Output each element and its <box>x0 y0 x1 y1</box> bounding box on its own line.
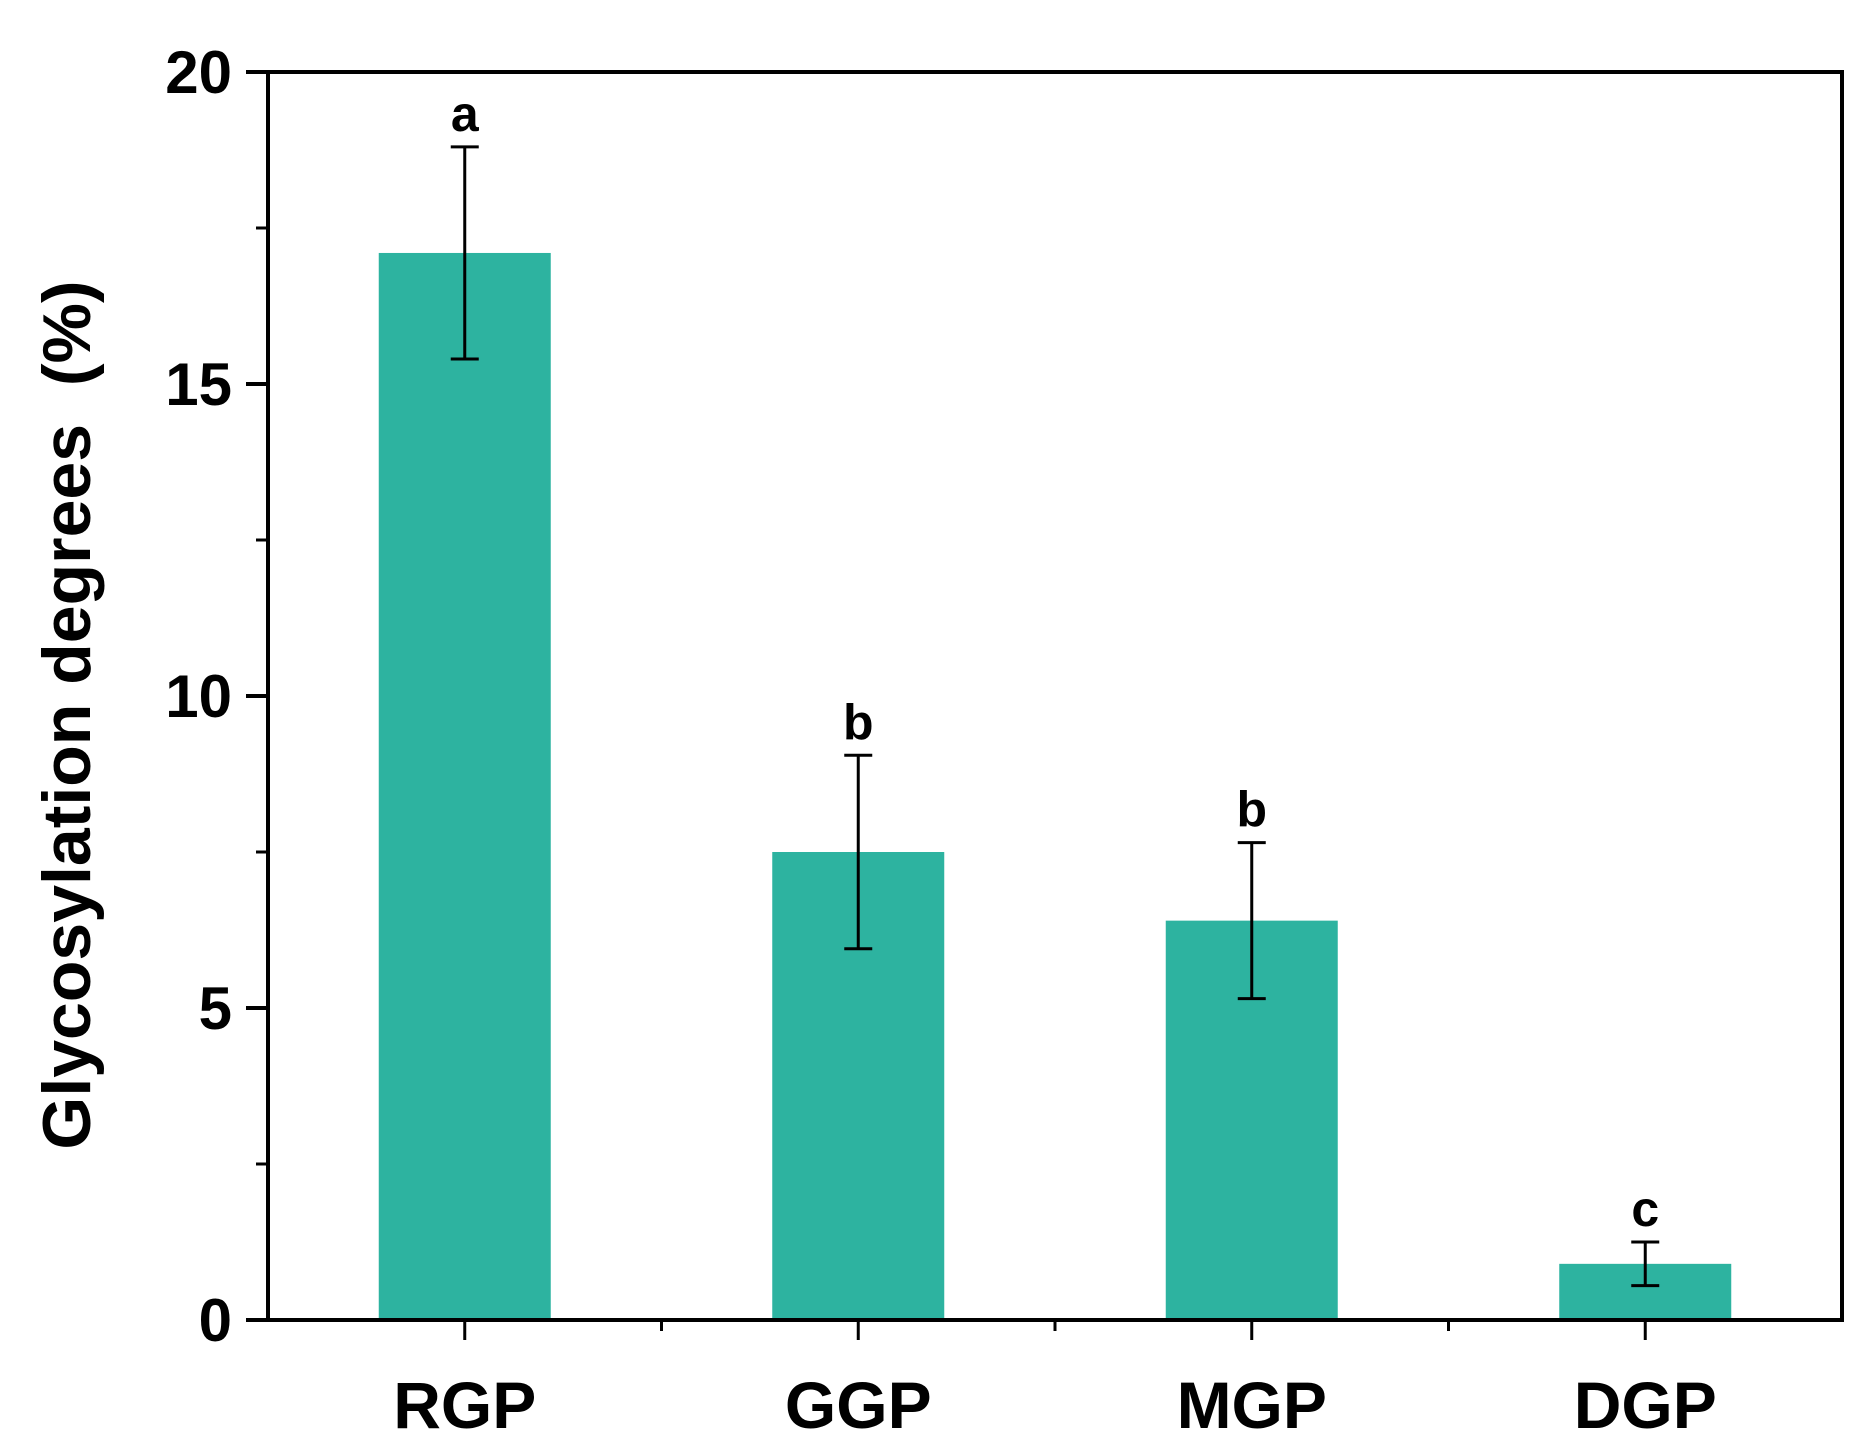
significance-label-dgp: c <box>1631 1181 1659 1237</box>
y-tick-label: 10 <box>165 663 232 730</box>
y-axis-label: Glycosylation degrees (%) <box>29 280 105 1149</box>
significance-label-rgp: a <box>451 86 480 142</box>
significance-labels-layer: a b b c <box>451 86 1659 1237</box>
y-tick-label: 15 <box>165 351 232 418</box>
x-tick-label-rgp: RGP <box>393 1368 536 1442</box>
x-tick-label-ggp: GGP <box>785 1368 932 1442</box>
y-tick-label: 5 <box>199 975 232 1042</box>
bar-rgp <box>378 252 551 1321</box>
y-tick-label: 0 <box>199 1287 232 1354</box>
significance-label-mgp: b <box>1236 782 1267 838</box>
x-tick-label-mgp: MGP <box>1177 1368 1327 1442</box>
bars-layer <box>378 252 1732 1321</box>
error-bars-layer <box>450 145 1660 1288</box>
x-tick-label-dgp: DGP <box>1574 1368 1717 1442</box>
y-tick-label: 20 <box>165 39 232 106</box>
axes-layer: RGP GGP MGP DGP 0 5 10 15 20 <box>165 39 1844 1442</box>
significance-label-ggp: b <box>843 694 874 750</box>
